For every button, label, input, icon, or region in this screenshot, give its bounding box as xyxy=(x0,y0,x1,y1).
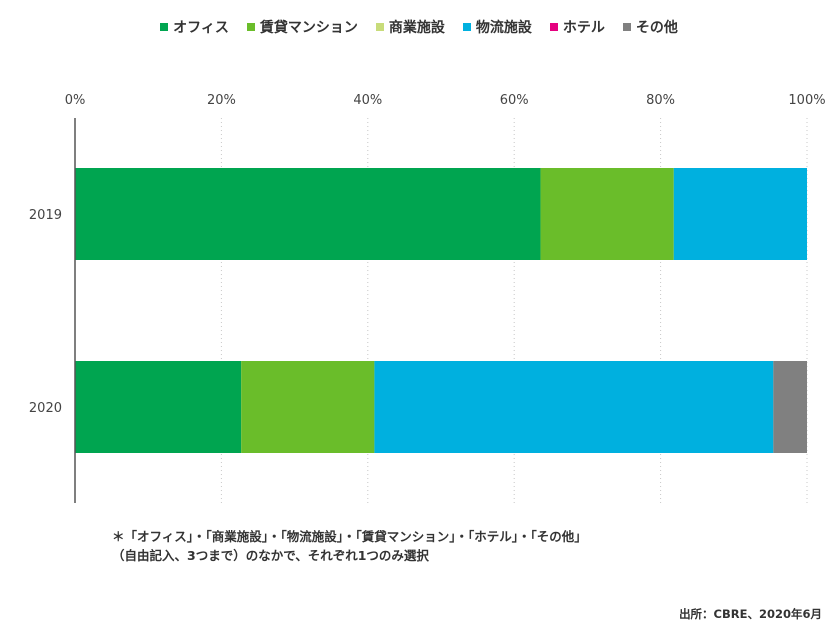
legend-item-office: オフィス xyxy=(160,17,229,37)
x-tick-label: 80% xyxy=(646,93,675,108)
bar-segment xyxy=(773,361,807,453)
legend: オフィス 賃貸マンション 商業施設 物流施設 ホテル その他 xyxy=(0,17,838,37)
legend-swatch xyxy=(462,23,471,31)
legend-item-hotel: ホテル xyxy=(549,17,605,37)
bar-segment xyxy=(75,168,541,260)
y-category-label: 2020 xyxy=(29,401,62,416)
bar-segment xyxy=(540,168,674,260)
x-tick-label: 20% xyxy=(207,93,236,108)
legend-swatch xyxy=(160,23,169,31)
legend-item-rental-apartment: 賃貸マンション xyxy=(246,17,358,37)
legend-swatch xyxy=(246,23,255,31)
bar-segment xyxy=(75,361,242,453)
footnote-line-2: （自由記入、3つまで）のなかで、それぞれ1つのみ選択 xyxy=(112,548,429,563)
x-tick-label: 0% xyxy=(65,93,86,108)
x-tick-label: 40% xyxy=(353,93,382,108)
footnote-line-1: ＊「オフィス」・「商業施設」・「物流施設」・「賃貸マンション」・「ホテル」・「そ… xyxy=(112,529,587,544)
legend-label: 商業施設 xyxy=(388,20,445,36)
legend-label: ホテル xyxy=(562,20,605,36)
bar-segment xyxy=(241,361,375,453)
footnote: ＊「オフィス」・「商業施設」・「物流施設」・「賃貸マンション」・「ホテル」・「そ… xyxy=(112,527,587,565)
legend-swatch xyxy=(375,23,384,31)
legend-label: その他 xyxy=(635,20,678,36)
bar-segment xyxy=(374,361,774,453)
x-tick-label: 100% xyxy=(788,93,825,108)
bar-segment xyxy=(673,168,807,260)
legend-item-logistics: 物流施設 xyxy=(462,17,532,37)
y-category-label: 2019 xyxy=(29,208,62,223)
legend-label: 賃貸マンション xyxy=(259,20,358,36)
source-note: 出所：CBRE、2020年6月 xyxy=(679,607,822,621)
legend-label: オフィス xyxy=(173,20,229,36)
legend-swatch xyxy=(549,23,558,31)
legend-item-retail: 商業施設 xyxy=(375,17,445,37)
x-tick-label: 60% xyxy=(500,93,529,108)
legend-swatch xyxy=(622,23,631,31)
legend-item-other: その他 xyxy=(622,17,678,37)
legend-label: 物流施設 xyxy=(475,20,532,36)
